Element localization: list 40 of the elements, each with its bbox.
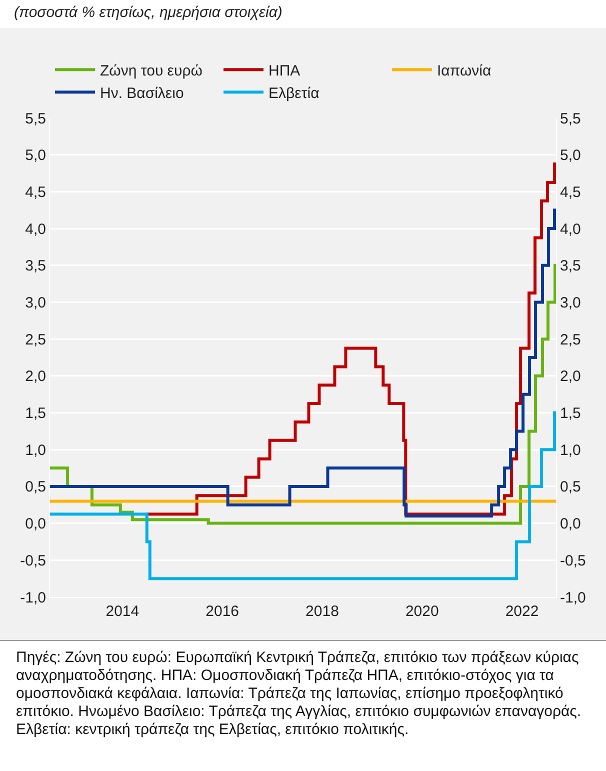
y2-tick-label: 2,0 (560, 368, 581, 386)
y2-tick-label: -1,0 (560, 589, 586, 606)
y2-tick-label: 5,5 (560, 110, 581, 128)
y-tick-label: 0,5 (25, 478, 46, 496)
y-tick-label: 4,5 (25, 184, 46, 201)
y2-tick-label: 1,5 (560, 405, 581, 422)
y-tick-label: -0,5 (20, 552, 46, 570)
legend-label: Ζώνη του ευρώ (100, 62, 203, 80)
y-tick-label: 2,5 (25, 331, 46, 348)
y-tick-label: 1,5 (25, 405, 46, 422)
x-tick-label: 2014 (106, 603, 140, 620)
y-tick-label: 4,0 (25, 220, 46, 238)
y2-tick-label: 1,0 (560, 442, 581, 459)
legend-label: ΗΠΑ (268, 62, 300, 80)
legend-label: Ελβετία (268, 85, 320, 102)
y2-tick-label: 5,0 (560, 147, 581, 164)
y2-tick-label: 3,5 (560, 258, 581, 275)
y2-tick-label: 4,0 (560, 220, 581, 238)
chart-subtitle: (ποσοστά % ετησίως, ημερήσια στοιχεία) (13, 3, 284, 23)
y-tick-label: -1,0 (20, 589, 46, 606)
text: Πηγές: Ζώνη του ευρώ: Ευρωπαϊκή Κεντρική Τράπεζα, επιτόκιο των πράξεων κύριας αναχρηματοδότησης. ΗΠΑ: Ομοσπονδιακή Τράπεζα ΗΠΑ, επιτόκιο-στόχος για τα ομοσπονδιακά κεφάλαια. Ιαπωνία: Τράπεζα της Ιαπωνίας, επίσημο προεξοφλητικό επιτόκιο. Ηνωμένο Βασίλειο: Τράπεζα της Αγγλίας, επιτόκιο συμφωνιών επαναγοράς. Ελβετία: κεντρική τράπεζα της Ελβετίας, επιτόκιο πολιτικής. (0, 640, 606, 739)
y-tick-label: 2,0 (25, 368, 46, 386)
x-tick-label: 2018 (306, 603, 339, 620)
y2-tick-label: 4,5 (560, 184, 581, 201)
y-tick-label: 5,5 (25, 110, 46, 128)
y-tick-label: 3,0 (25, 294, 46, 312)
y2-tick-label: 0,5 (560, 478, 581, 496)
y2-tick-label: -0,5 (560, 552, 586, 570)
x-tick-label: 2022 (505, 603, 539, 620)
x-tick-label: 2016 (206, 603, 240, 620)
y-tick-label: 3,5 (25, 258, 46, 275)
legend-label: Ιαπωνία (436, 62, 492, 80)
x-tick-label: 2020 (405, 603, 439, 620)
y-tick-label: 1,0 (25, 442, 46, 459)
y2-tick-label: 3,0 (560, 294, 581, 312)
legend-label: Ην. Βασίλειο (100, 85, 184, 102)
y-tick-label: 5,0 (25, 147, 46, 164)
y2-tick-label: 0,0 (560, 516, 581, 533)
y2-tick-label: 2,5 (560, 331, 581, 348)
y-tick-label: 0,0 (25, 516, 46, 533)
